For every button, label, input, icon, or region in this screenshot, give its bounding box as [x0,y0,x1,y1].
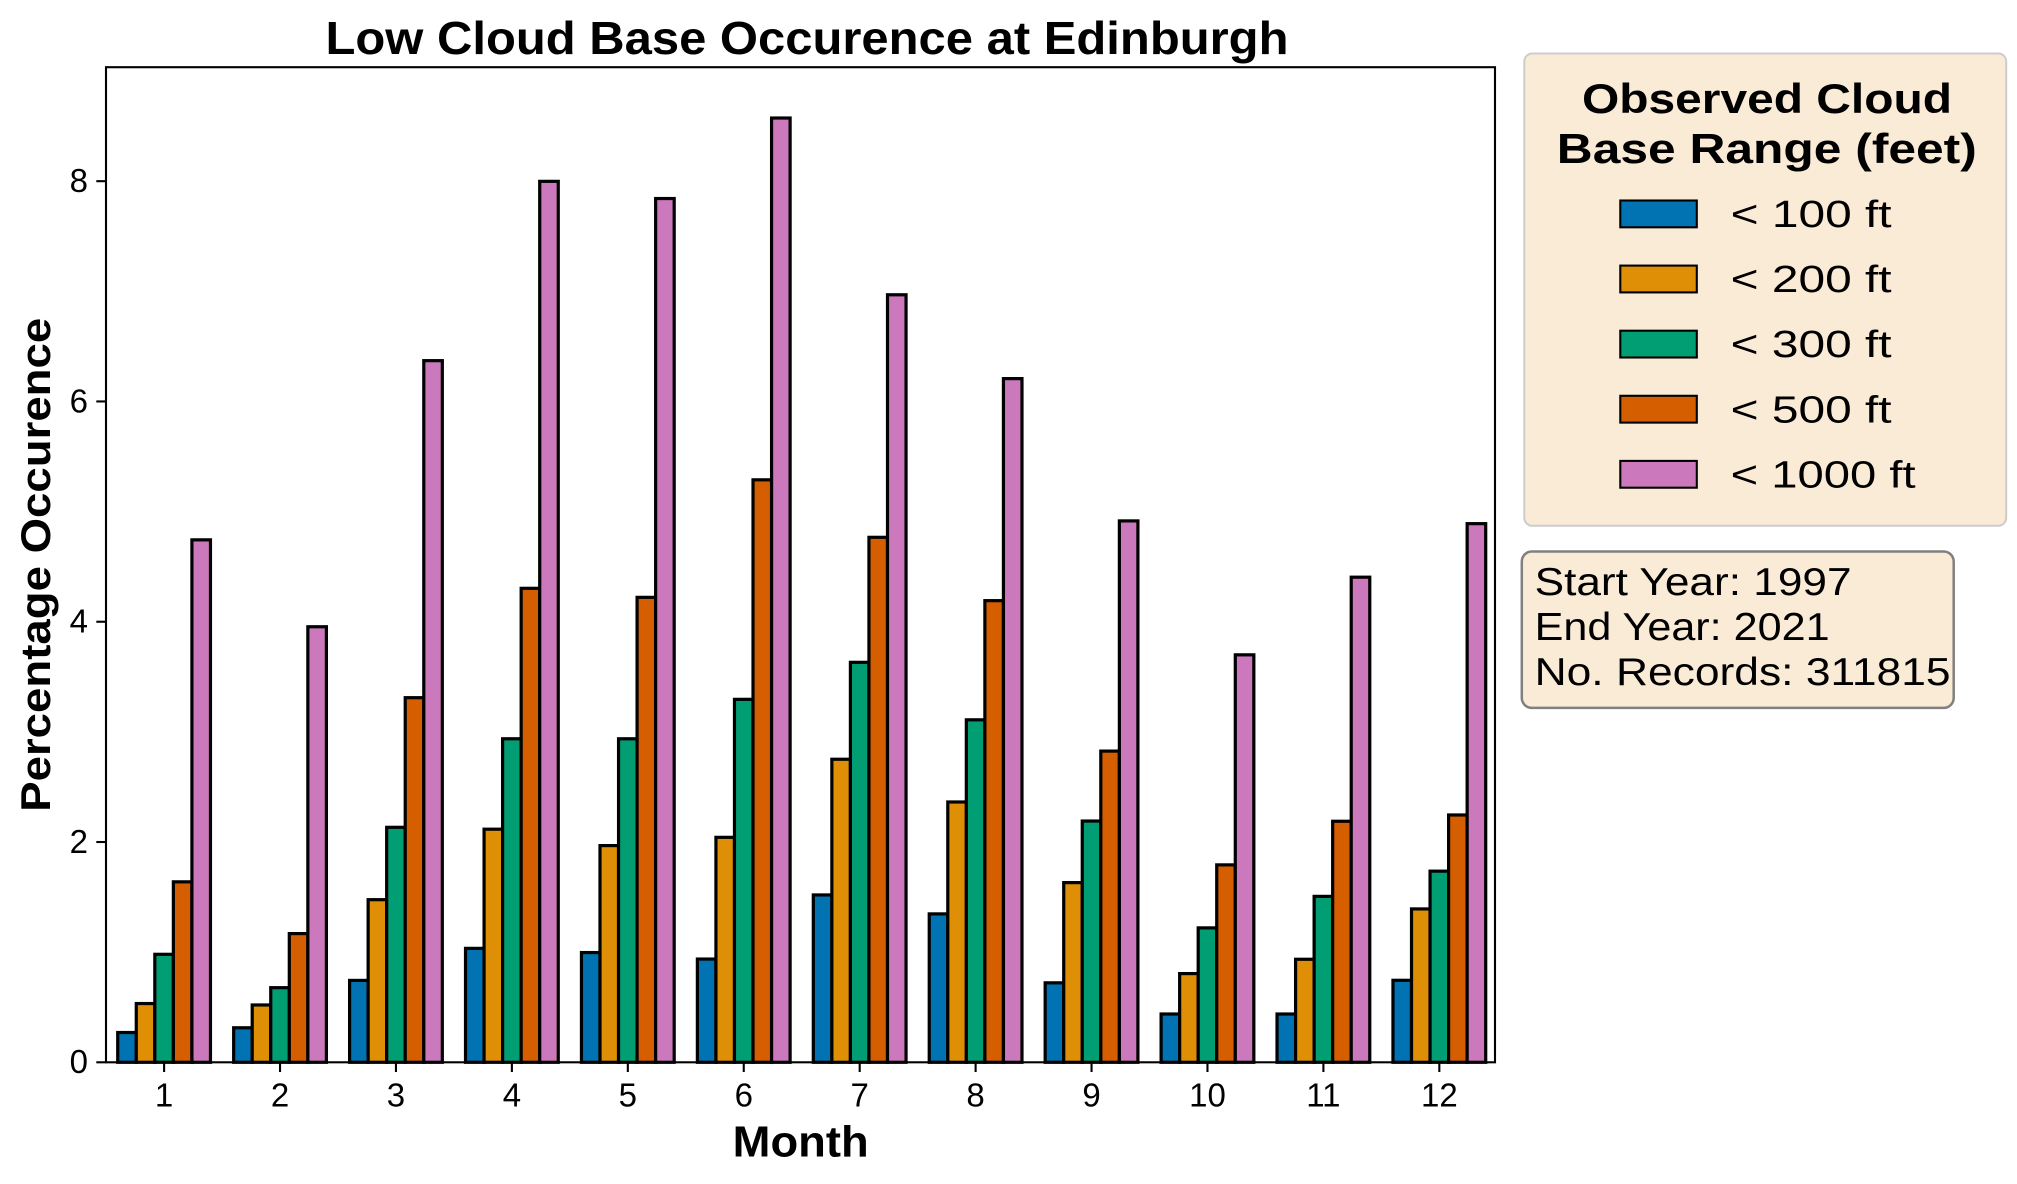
svg-text:Base Range (feet): Base Range (feet) [1557,125,1977,172]
svg-text:< 500 ft: < 500 ft [1731,389,1893,431]
svg-text:< 1000 ft: < 1000 ft [1731,454,1917,496]
svg-text:3: 3 [387,1077,405,1114]
svg-text:2: 2 [70,823,88,860]
svg-text:No. Records: 311815: No. Records: 311815 [1535,651,1951,694]
svg-text:< 300 ft: < 300 ft [1731,324,1893,366]
svg-text:4: 4 [70,603,88,640]
svg-text:Percentage Occurence: Percentage Occurence [12,318,59,812]
svg-text:8: 8 [966,1077,984,1114]
svg-text:5: 5 [619,1077,637,1114]
svg-text:9: 9 [1082,1077,1100,1114]
svg-text:2: 2 [271,1077,289,1114]
svg-text:6: 6 [735,1077,753,1114]
svg-text:6: 6 [70,382,88,419]
svg-text:11: 11 [1306,1077,1340,1114]
svg-text:1: 1 [155,1077,173,1114]
svg-text:< 200 ft: < 200 ft [1731,259,1893,301]
svg-text:7: 7 [851,1077,869,1114]
svg-text:Month: Month [733,1118,869,1167]
svg-text:4: 4 [503,1077,521,1114]
svg-text:Start Year: 1997: Start Year: 1997 [1535,561,1852,604]
svg-text:8: 8 [70,162,88,199]
svg-text:12: 12 [1421,1077,1458,1114]
svg-text:Low Cloud Base Occurence at Ed: Low Cloud Base Occurence at Edinburgh [326,12,1289,64]
svg-text:< 100 ft: < 100 ft [1731,194,1893,236]
svg-text:10: 10 [1189,1077,1226,1114]
svg-text:0: 0 [70,1043,88,1080]
svg-text:Observed Cloud: Observed Cloud [1582,75,1952,122]
svg-text:End Year: 2021: End Year: 2021 [1535,606,1830,649]
